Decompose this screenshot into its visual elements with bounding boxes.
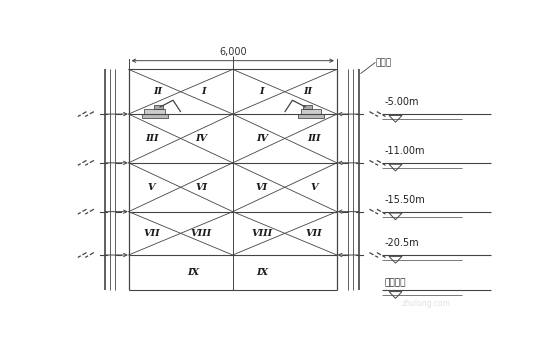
Text: -11.00m: -11.00m <box>385 146 425 156</box>
Text: IX: IX <box>187 268 199 277</box>
Text: III: III <box>307 134 321 143</box>
Text: III: III <box>144 134 158 143</box>
Bar <box>144 109 165 114</box>
Text: -15.50m: -15.50m <box>385 195 426 205</box>
Text: VI: VI <box>256 183 268 192</box>
Text: VII: VII <box>143 229 160 238</box>
Text: -20.5m: -20.5m <box>385 238 419 248</box>
Text: VI: VI <box>195 183 208 192</box>
Text: VII: VII <box>306 229 323 238</box>
Text: IV: IV <box>256 134 268 143</box>
Text: 基底标高: 基底标高 <box>385 278 406 288</box>
Text: VIII: VIII <box>251 229 273 238</box>
Text: IX: IX <box>256 268 268 277</box>
Text: 6,000: 6,000 <box>219 47 246 57</box>
Bar <box>153 105 163 109</box>
Text: II: II <box>304 87 312 96</box>
Text: zhulong.com: zhulong.com <box>402 299 450 308</box>
Bar <box>302 105 312 109</box>
Text: -5.00m: -5.00m <box>385 97 419 107</box>
Bar <box>142 114 167 118</box>
Bar <box>298 114 324 118</box>
Text: I: I <box>260 87 264 96</box>
Text: V: V <box>148 183 155 192</box>
Text: V: V <box>310 183 318 192</box>
Text: I: I <box>202 87 206 96</box>
Bar <box>301 109 321 114</box>
Text: IV: IV <box>195 134 208 143</box>
Text: II: II <box>153 87 162 96</box>
Text: VIII: VIII <box>191 229 212 238</box>
Text: 锆杆机: 锆杆机 <box>376 58 392 67</box>
